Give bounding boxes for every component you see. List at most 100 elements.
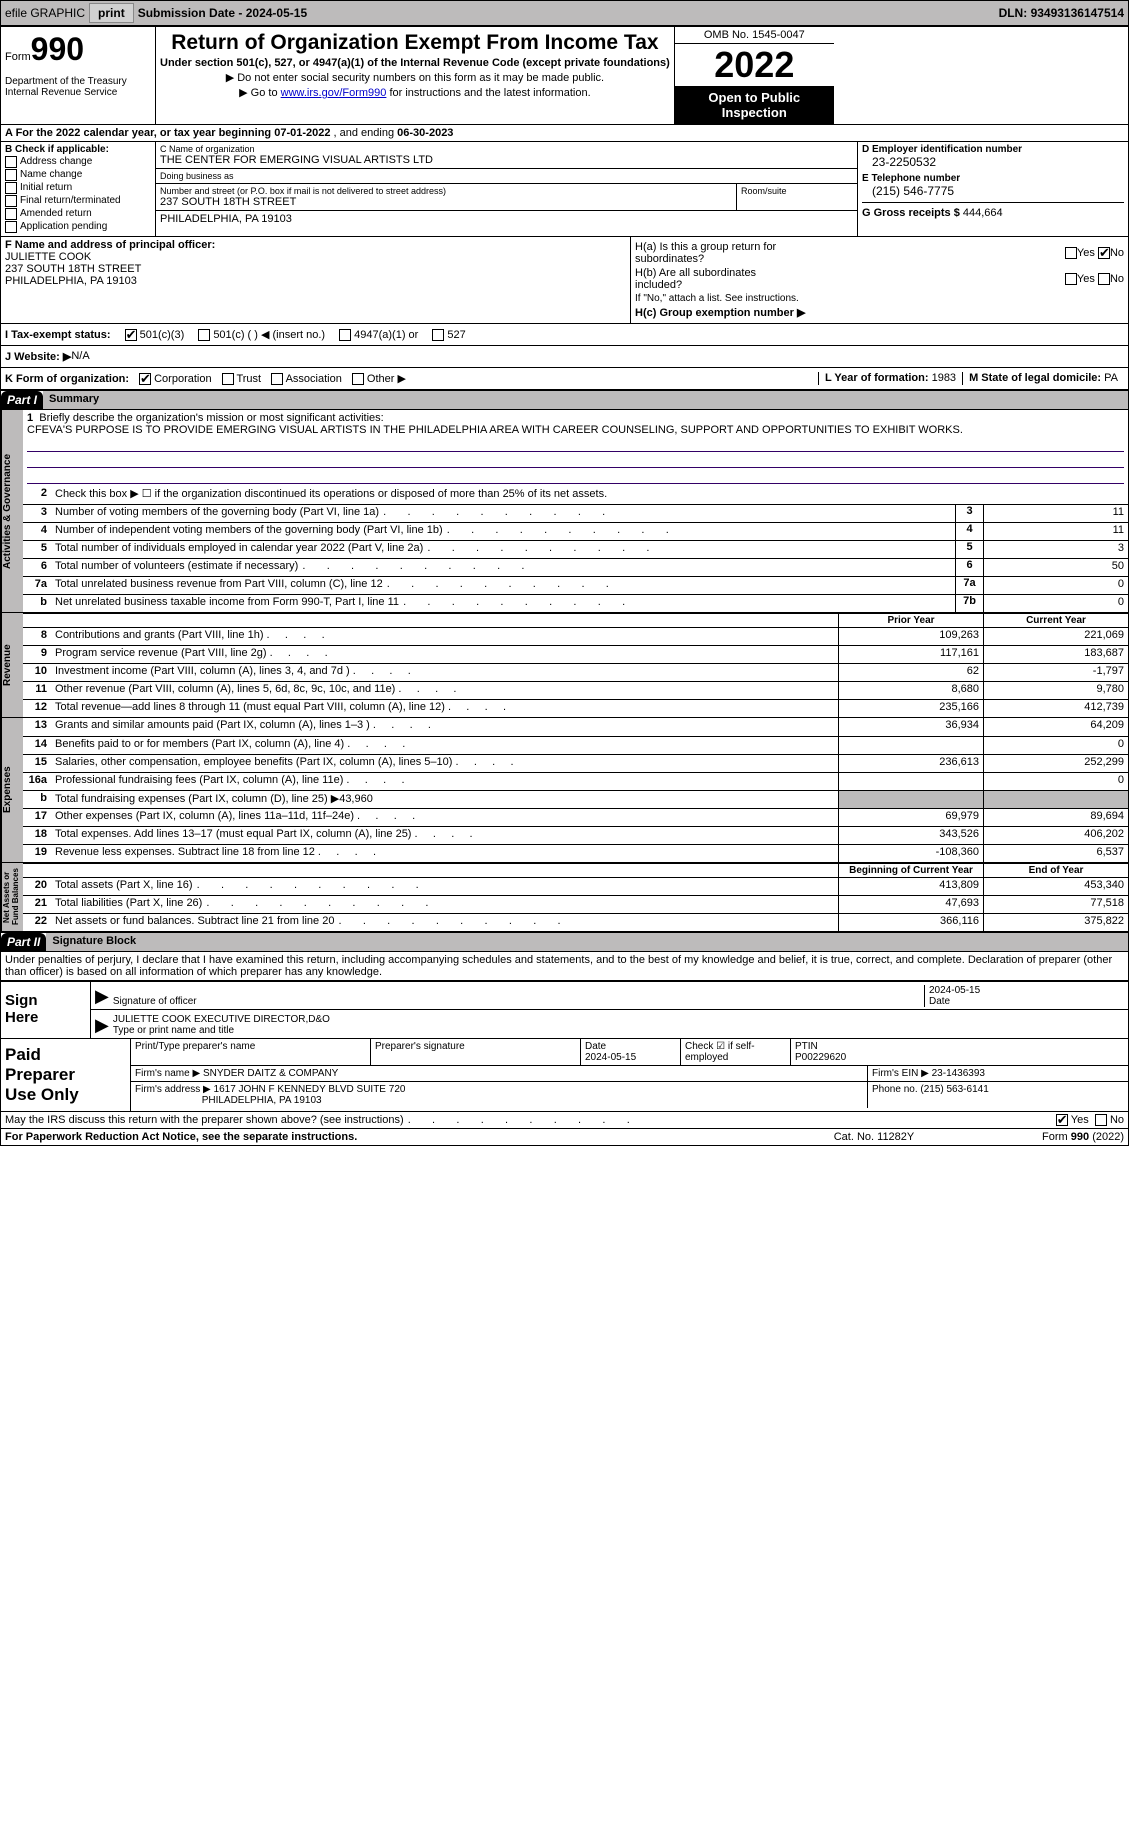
part2-header: Part II Signature Block [1, 932, 1128, 952]
final-return-checkbox[interactable] [5, 195, 17, 207]
expense-row: 18Total expenses. Add lines 13–17 (must … [23, 826, 1128, 844]
website: N/A [71, 350, 89, 363]
net-row: 21Total liabilities (Part X, line 26)47,… [23, 895, 1128, 913]
net-row: 22Net assets or fund balances. Subtract … [23, 913, 1128, 931]
col-b: B Check if applicable: Address change Na… [1, 142, 156, 236]
expense-row: 17Other expenses (Part IX, column (A), l… [23, 808, 1128, 826]
subtitle-2b: ▶ Go to www.irs.gov/Form990 for instruct… [160, 86, 670, 99]
firm-ein: 23-1436393 [932, 1068, 985, 1079]
père-header: Form990 Department of the Treasury Inter… [1, 27, 1128, 125]
netassets-section: Net Assets or Fund Balances Beginning of… [1, 863, 1128, 932]
sign-here-section: Sign Here ▶ Signature of officer 2024-05… [1, 981, 1128, 1038]
revenue-row: 10Investment income (Part VIII, column (… [23, 663, 1128, 681]
subtitle-2a: ▶ Do not enter social security numbers o… [160, 71, 670, 84]
line-a: A For the 2022 calendar year, or tax yea… [1, 125, 1128, 142]
trust-checkbox[interactable] [222, 373, 234, 385]
street-address: 237 SOUTH 18TH STREET [160, 196, 732, 208]
revenue-row: 9Program service revenue (Part VIII, lin… [23, 645, 1128, 663]
summary-row: 4Number of independent voting members of… [23, 522, 1128, 540]
form-container: Form990 Department of the Treasury Inter… [0, 26, 1129, 1146]
501c3-checkbox[interactable] [125, 329, 137, 341]
col-f: F Name and address of principal officer:… [1, 237, 631, 323]
tax-year: 2022 [675, 44, 834, 86]
header-middle: Return of Organization Exempt From Incom… [156, 27, 674, 124]
year-formation: 1983 [932, 372, 956, 384]
501c-checkbox[interactable] [198, 329, 210, 341]
col-h: H(a) Is this a group return for subordin… [631, 237, 1128, 323]
corp-checkbox[interactable] [139, 373, 151, 385]
expense-section: Expenses 13Grants and similar amounts pa… [1, 718, 1128, 863]
summary-row: 2Check this box ▶ ☐ if the organization … [23, 486, 1128, 504]
prep-phone: (215) 563-6141 [920, 1084, 988, 1095]
firm-name: SNYDER DAITZ & COMPANY [203, 1068, 338, 1079]
line-i: I Tax-exempt status: 501(c)(3) 501(c) ( … [1, 323, 1128, 345]
vtab-revenue: Revenue [1, 613, 23, 717]
expense-row: 16aProfessional fundraising fees (Part I… [23, 772, 1128, 790]
527-checkbox[interactable] [432, 329, 444, 341]
org-name: THE CENTER FOR EMERGING VISUAL ARTISTS L… [160, 154, 853, 166]
summary-row: 7aTotal unrelated business revenue from … [23, 576, 1128, 594]
form-title: Return of Organization Exempt From Incom… [160, 31, 670, 55]
vtab-expense: Expenses [1, 718, 23, 862]
discuss-yes-checkbox[interactable] [1056, 1114, 1068, 1126]
efile-label: efile GRAPHIC [5, 6, 85, 20]
ha-yes-checkbox[interactable] [1065, 247, 1077, 259]
omb-number: OMB No. 1545-0047 [675, 27, 834, 44]
address-change-checkbox[interactable] [5, 156, 17, 168]
revenue-section: Revenue Prior YearCurrent Year 8Contribu… [1, 613, 1128, 718]
app-pending-checkbox[interactable] [5, 221, 17, 233]
revenue-row: 8Contributions and grants (Part VIII, li… [23, 627, 1128, 645]
amended-return-checkbox[interactable] [5, 208, 17, 220]
expense-row: 13Grants and similar amounts paid (Part … [23, 718, 1128, 736]
hb-no-checkbox[interactable] [1098, 273, 1110, 285]
discuss-no-checkbox[interactable] [1095, 1114, 1107, 1126]
governance-section: Activities & Governance 1 Briefly descri… [1, 410, 1128, 613]
ptin: P00229620 [795, 1052, 846, 1063]
initial-return-checkbox[interactable] [5, 182, 17, 194]
gross-receipts: 444,664 [963, 207, 1003, 219]
dln-label: DLN: 93493136147514 [999, 6, 1124, 20]
ein: 23-2250532 [862, 155, 1124, 169]
subtitle-1: Under section 501(c), 527, or 4947(a)(1)… [160, 57, 670, 69]
other-checkbox[interactable] [352, 373, 364, 385]
officer-name: JULIETTE COOK [5, 251, 91, 263]
city-state-zip: PHILADELPHIA, PA 19103 [160, 213, 853, 225]
expense-row: bTotal fundraising expenses (Part IX, co… [23, 790, 1128, 808]
expense-row: 15Salaries, other compensation, employee… [23, 754, 1128, 772]
net-row: 20Total assets (Part X, line 16)413,8094… [23, 877, 1128, 895]
header-left: Form990 Department of the Treasury Inter… [1, 27, 156, 124]
submission-label: Submission Date - 2024-05-15 [138, 6, 307, 20]
paid-preparer-section: Paid Preparer Use Only Print/Type prepar… [1, 1038, 1128, 1112]
name-change-checkbox[interactable] [5, 169, 17, 181]
open-public-label: Open to Public Inspection [675, 86, 834, 124]
phone: (215) 546-7775 [862, 184, 1124, 198]
print-button[interactable]: print [89, 3, 134, 23]
discuss-row: May the IRS discuss this return with the… [1, 1112, 1128, 1128]
irs-link[interactable]: www.irs.gov/Form990 [281, 87, 387, 99]
firm-addr: 1617 JOHN F KENNEDY BLVD SUITE 720 [214, 1084, 406, 1095]
summary-row: 3Number of voting members of the governi… [23, 504, 1128, 522]
declaration-text: Under penalties of perjury, I declare th… [1, 952, 1128, 981]
summary-row: bNet unrelated business taxable income f… [23, 594, 1128, 612]
summary-row: 6Total number of volunteers (estimate if… [23, 558, 1128, 576]
prep-date: 2024-05-15 [585, 1052, 636, 1063]
4947-checkbox[interactable] [339, 329, 351, 341]
officer-print-name: JULIETTE COOK EXECUTIVE DIRECTOR,D&O [113, 1014, 330, 1025]
footer: For Paperwork Reduction Act Notice, see … [1, 1128, 1128, 1145]
expense-row: 14Benefits paid to or for members (Part … [23, 736, 1128, 754]
section-fgh: F Name and address of principal officer:… [1, 236, 1128, 323]
part1-header: Part I Summary [1, 390, 1128, 410]
summary-row: 5Total number of individuals employed in… [23, 540, 1128, 558]
col-d: D Employer identification number 23-2250… [858, 142, 1128, 236]
sign-date: 2024-05-15 [929, 985, 1124, 996]
col-c: C Name of organization THE CENTER FOR EM… [156, 142, 858, 236]
top-toolbar: efile GRAPHIC print Submission Date - 20… [0, 0, 1129, 26]
revenue-row: 11Other revenue (Part VIII, column (A), … [23, 681, 1128, 699]
hb-yes-checkbox[interactable] [1065, 273, 1077, 285]
revenue-row: 12Total revenue—add lines 8 through 11 (… [23, 699, 1128, 717]
ha-no-checkbox[interactable] [1098, 247, 1110, 259]
expense-row: 19Revenue less expenses. Subtract line 1… [23, 844, 1128, 862]
line-j: J Website: ▶ N/A [1, 345, 1128, 367]
assoc-checkbox[interactable] [271, 373, 283, 385]
mission-text: CFEVA'S PURPOSE IS TO PROVIDE EMERGING V… [27, 424, 963, 436]
